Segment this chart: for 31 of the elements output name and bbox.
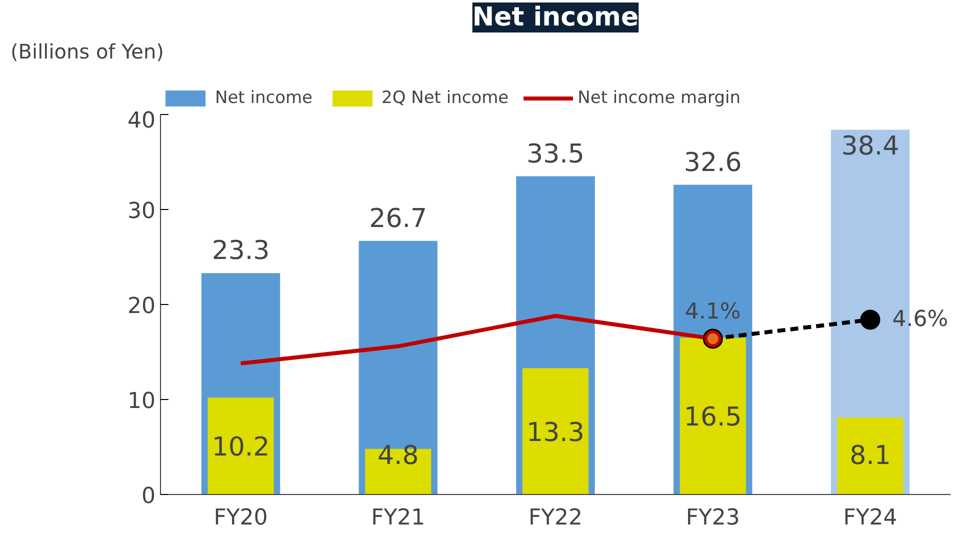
legend-label: 2Q Net income bbox=[382, 88, 509, 108]
y-tick-label: 0 bbox=[142, 484, 156, 509]
data-label: 4.6% bbox=[892, 307, 948, 332]
bar bbox=[837, 418, 904, 494]
x-tick-label: FY24 bbox=[843, 506, 898, 530]
legend-label: Net income margin bbox=[578, 88, 741, 108]
data-label: 23.3 bbox=[212, 236, 270, 266]
data-label: 10.2 bbox=[212, 432, 270, 463]
y-axis-title: (Billions of Yen) bbox=[10, 40, 164, 64]
y-tick-label: 30 bbox=[128, 199, 156, 224]
bar bbox=[680, 338, 746, 494]
data-label: 33.5 bbox=[526, 139, 584, 170]
data-label: 8.1 bbox=[850, 441, 891, 472]
x-tick-label: FY20 bbox=[214, 506, 268, 530]
data-label: 4.1% bbox=[684, 300, 741, 325]
legend-label: Net income bbox=[215, 88, 313, 108]
y-tick-label: 10 bbox=[128, 389, 156, 414]
x-tick-label: FY23 bbox=[686, 506, 740, 530]
x-tick-label: FY22 bbox=[528, 506, 583, 530]
bar bbox=[208, 398, 274, 494]
y-tick-label: 20 bbox=[128, 294, 156, 319]
data-label: 38.4 bbox=[841, 132, 900, 162]
data-label: 26.7 bbox=[369, 204, 428, 234]
x-tick-label: FY21 bbox=[371, 506, 426, 530]
data-label: 32.6 bbox=[684, 148, 742, 178]
data-label: 13.3 bbox=[526, 418, 584, 448]
data-label: 16.5 bbox=[684, 402, 742, 433]
bar bbox=[522, 368, 589, 494]
chart-title: Net income bbox=[472, 2, 639, 32]
data-label: 4.8 bbox=[377, 441, 419, 472]
y-tick-label: 40 bbox=[128, 108, 156, 134]
